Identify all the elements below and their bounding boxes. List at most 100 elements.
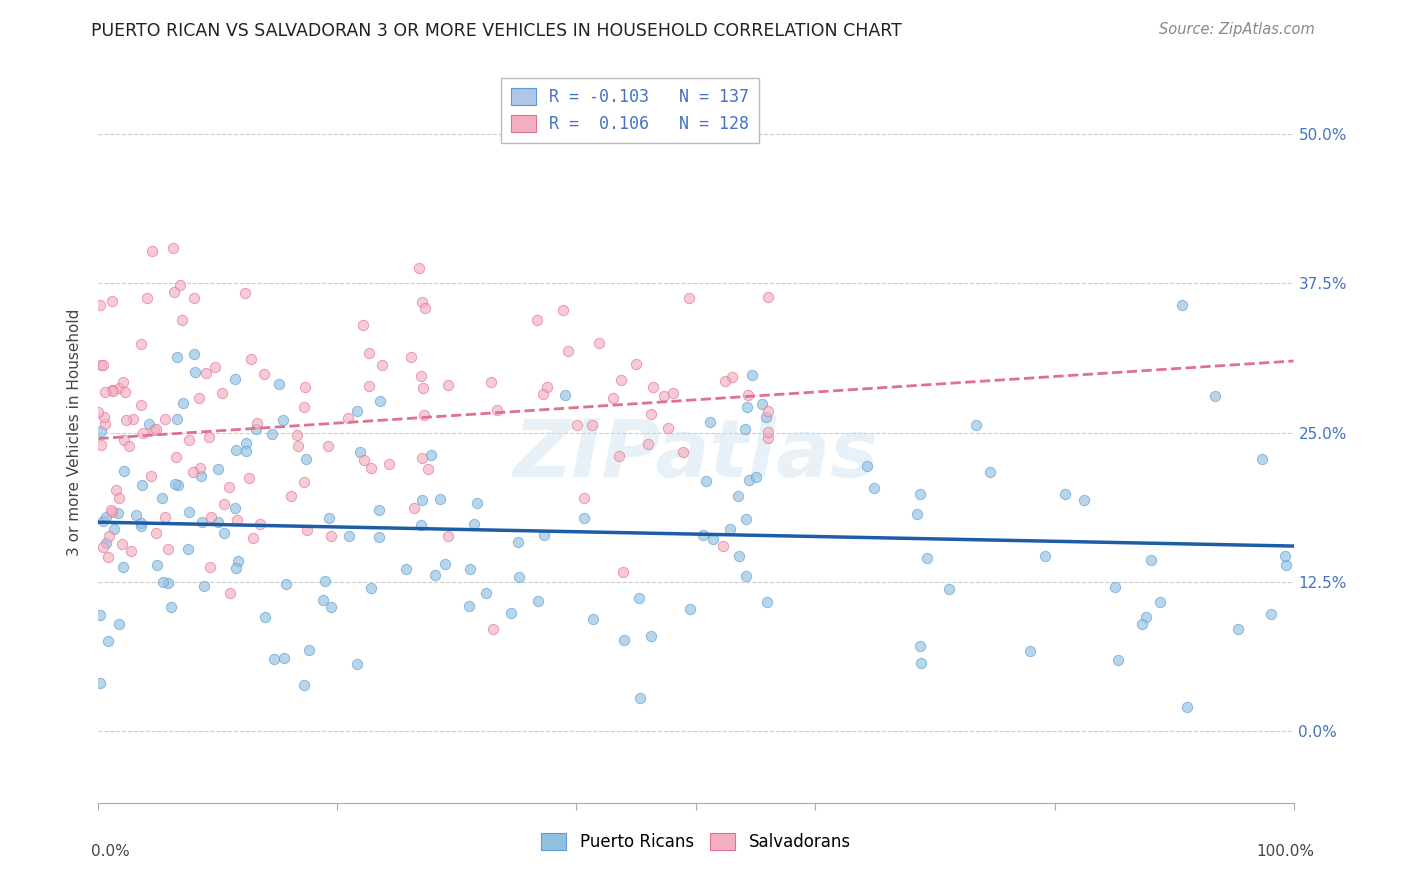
- Point: [734, 422, 756, 436]
- Text: ZIPatlas: ZIPatlas: [513, 416, 879, 494]
- Point: [193, 579, 215, 593]
- Point: [357, 378, 380, 392]
- Point: [90, 424, 112, 438]
- Point: [1274, 549, 1296, 563]
- Point: [100, 383, 122, 397]
- Point: [169, 277, 191, 292]
- Point: [1135, 610, 1157, 624]
- Point: [1251, 451, 1274, 466]
- Point: [170, 313, 193, 327]
- Point: [907, 508, 929, 522]
- Point: [153, 509, 176, 524]
- Point: [150, 491, 173, 505]
- Point: [360, 461, 382, 475]
- Point: [273, 651, 295, 665]
- Point: [183, 291, 205, 305]
- Point: [146, 558, 169, 572]
- Point: [112, 464, 135, 478]
- Point: [567, 418, 589, 433]
- Point: [235, 436, 257, 450]
- Point: [1104, 580, 1126, 594]
- Point: [163, 285, 186, 299]
- Point: [224, 372, 246, 386]
- Point: [738, 473, 761, 487]
- Point: [191, 516, 214, 530]
- Point: [741, 368, 763, 383]
- Point: [662, 385, 685, 400]
- Point: [238, 471, 260, 485]
- Point: [94, 510, 117, 524]
- Point: [294, 380, 316, 394]
- Point: [728, 549, 751, 564]
- Point: [337, 410, 360, 425]
- Point: [117, 440, 139, 454]
- Point: [162, 241, 184, 255]
- Point: [145, 421, 167, 435]
- Point: [368, 394, 391, 409]
- Point: [423, 568, 446, 582]
- Legend: Puerto Ricans, Salvadorans: Puerto Ricans, Salvadorans: [534, 826, 858, 857]
- Point: [89, 675, 111, 690]
- Point: [138, 417, 160, 431]
- Point: [745, 469, 768, 483]
- Point: [141, 468, 163, 483]
- Point: [572, 510, 595, 524]
- Point: [352, 318, 374, 332]
- Point: [165, 450, 187, 464]
- Text: Source: ZipAtlas.com: Source: ZipAtlas.com: [1159, 22, 1315, 37]
- Point: [224, 501, 246, 516]
- Point: [297, 524, 319, 538]
- Point: [349, 445, 371, 459]
- Point: [863, 481, 886, 495]
- Point: [292, 475, 315, 489]
- Point: [218, 480, 240, 494]
- Point: [177, 434, 200, 448]
- Point: [285, 428, 308, 442]
- Point: [93, 384, 115, 399]
- Point: [190, 469, 212, 483]
- Point: [249, 516, 271, 531]
- Point: [479, 375, 502, 389]
- Point: [637, 437, 659, 451]
- Point: [107, 381, 129, 395]
- Point: [101, 294, 124, 309]
- Point: [756, 290, 779, 304]
- Point: [166, 411, 188, 425]
- Point: [735, 401, 758, 415]
- Point: [108, 491, 131, 505]
- Point: [1018, 644, 1040, 658]
- Point: [508, 570, 530, 584]
- Point: [314, 574, 336, 588]
- Point: [581, 612, 603, 626]
- Point: [108, 616, 131, 631]
- Point: [737, 387, 759, 401]
- Point: [91, 359, 114, 373]
- Point: [94, 417, 117, 432]
- Point: [181, 465, 204, 479]
- Point: [107, 506, 129, 520]
- Point: [121, 412, 143, 426]
- Point: [240, 352, 263, 367]
- Point: [156, 541, 179, 556]
- Point: [734, 512, 756, 526]
- Point: [235, 286, 257, 301]
- Point: [114, 385, 136, 400]
- Point: [536, 379, 558, 393]
- Point: [153, 411, 176, 425]
- Point: [755, 595, 778, 609]
- Point: [628, 690, 651, 705]
- Point: [129, 399, 152, 413]
- Point: [167, 478, 190, 492]
- Point: [1274, 558, 1296, 573]
- Point: [413, 409, 436, 423]
- Point: [640, 407, 662, 421]
- Point: [1149, 595, 1171, 609]
- Point: [411, 518, 433, 533]
- Point: [357, 346, 380, 360]
- Point: [482, 622, 505, 636]
- Point: [163, 476, 186, 491]
- Point: [103, 523, 125, 537]
- Point: [643, 380, 665, 394]
- Point: [572, 491, 595, 506]
- Point: [101, 384, 124, 398]
